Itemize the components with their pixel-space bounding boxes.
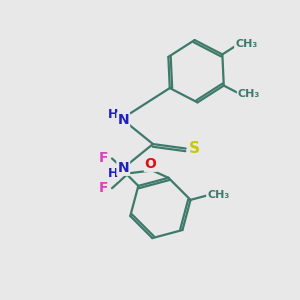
Text: H: H xyxy=(108,108,118,121)
Text: N: N xyxy=(117,161,129,175)
Text: CH₃: CH₃ xyxy=(207,190,229,200)
Text: CH₃: CH₃ xyxy=(235,39,257,49)
Text: F: F xyxy=(99,181,108,195)
Text: N: N xyxy=(117,113,129,127)
Text: O: O xyxy=(145,157,157,171)
Text: S: S xyxy=(189,141,200,156)
Text: F: F xyxy=(99,152,108,166)
Text: CH₃: CH₃ xyxy=(238,89,260,100)
Text: H: H xyxy=(108,167,118,180)
